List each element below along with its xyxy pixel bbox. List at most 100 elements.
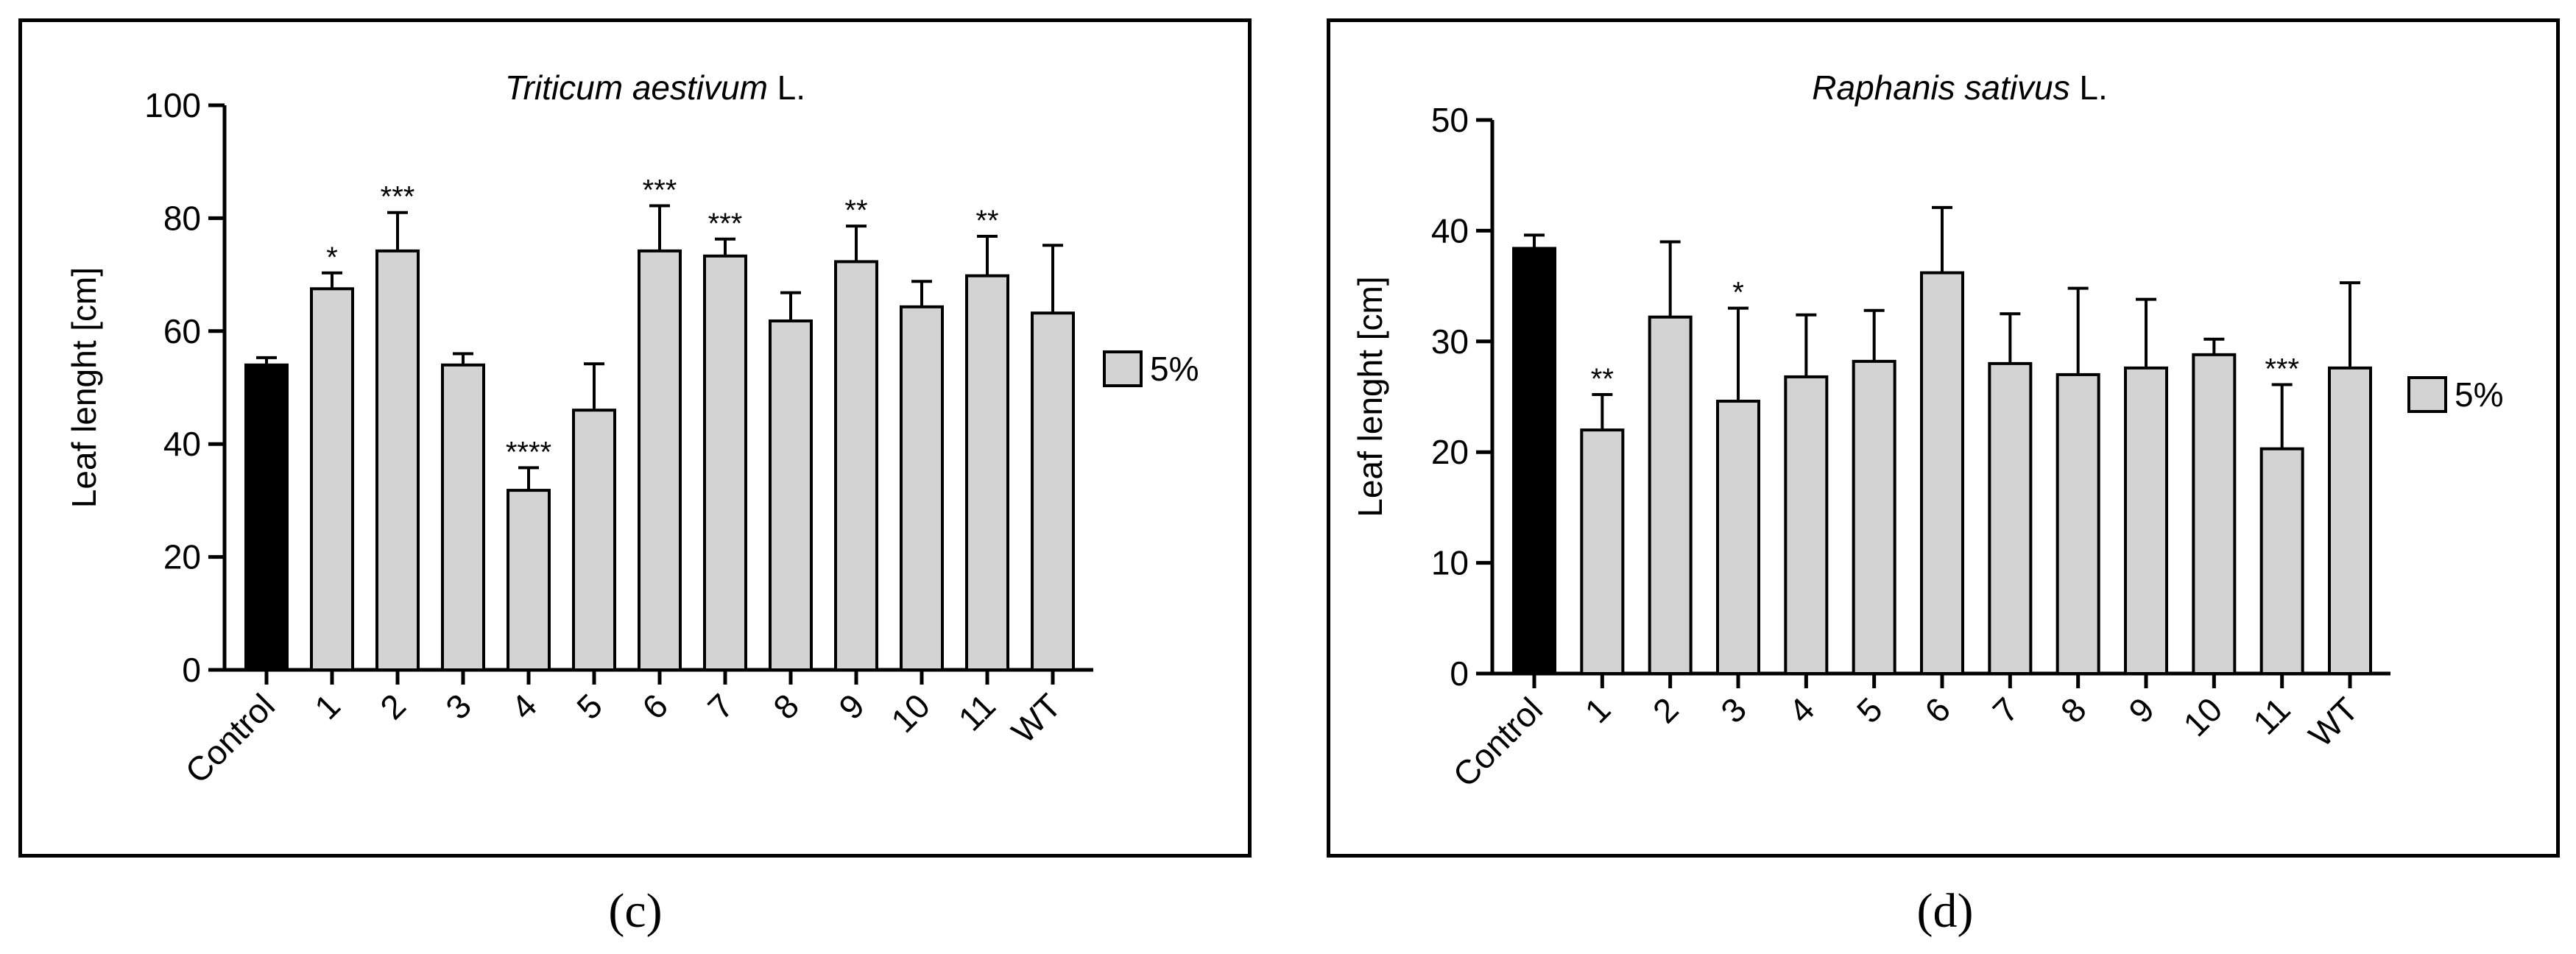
- bar: [2192, 353, 2237, 675]
- x-tick-label: 11: [2245, 690, 2298, 742]
- bar: [703, 254, 747, 671]
- x-tick-label: Control: [1445, 690, 1550, 794]
- x-tick-label: 1: [1578, 690, 1618, 730]
- x-tick-label: 3: [438, 686, 479, 727]
- bar: [1716, 400, 1760, 675]
- panel-label-c: (c): [608, 884, 663, 938]
- x-tick-label: 4: [504, 686, 544, 727]
- chart-title-species: Raphanis sativus: [1812, 68, 2069, 107]
- x-tick-label: WT: [2301, 690, 2365, 754]
- y-tick-label: 30: [1431, 322, 1469, 361]
- bar-group: 1 **: [1578, 363, 1625, 730]
- bar-group: 3*: [1713, 277, 1760, 730]
- chart-title-species: Triticum aestivum: [505, 68, 768, 107]
- bar-group: 2 ***: [373, 181, 420, 727]
- bar-group: 9: [2121, 297, 2168, 730]
- chart-panel-c: Triticum aestivum L. Leaf lenght [cm] 0 20 4…: [18, 18, 1252, 858]
- x-tick-label: 6: [1917, 690, 1958, 730]
- significance-label: ***: [708, 208, 743, 240]
- y-tick-label: 0: [1450, 654, 1469, 693]
- bar-group: 6: [1917, 205, 1964, 730]
- bar: [244, 363, 289, 671]
- bar-group: 8: [766, 291, 813, 727]
- x-tick-label: 3: [1713, 690, 1754, 730]
- y-axis-label: Leaf lenght [cm]: [1351, 276, 1389, 517]
- chart-title-suffix: L.: [2070, 68, 2108, 107]
- x-tick-label: 2: [373, 686, 413, 727]
- x-tick-label: 9: [2121, 690, 2162, 730]
- significance-label: **: [975, 205, 998, 237]
- y-tick-label: 20: [163, 538, 201, 576]
- bar-group: 9 **: [831, 194, 878, 727]
- x-tick-label: 7: [700, 686, 741, 727]
- significance-label: ***: [381, 181, 415, 213]
- y-tick-label: 40: [1431, 211, 1469, 250]
- chart-title: Raphanis sativus L.: [1812, 68, 2107, 107]
- bar: [2055, 372, 2100, 675]
- significance-label: **: [844, 194, 867, 227]
- y-axis-label: Leaf lenght [cm]: [65, 267, 103, 508]
- significance-label: *: [326, 241, 338, 274]
- significance-label: ***: [643, 174, 677, 207]
- bar: [507, 489, 551, 671]
- bar: [1988, 361, 2033, 675]
- bar-group: Control: [1445, 233, 1556, 794]
- bar-group: 10: [883, 280, 944, 740]
- bar: [375, 249, 420, 671]
- bar-group: 8: [2053, 286, 2100, 730]
- y-tick-label: 50: [1431, 101, 1469, 139]
- chart-title: Triticum aestivum L.: [505, 68, 805, 107]
- y-tick-label: 0: [182, 651, 201, 689]
- x-tick-label: 2: [1645, 690, 1686, 730]
- bar: [2124, 366, 2168, 675]
- bar: [1852, 359, 1896, 675]
- bar: [1920, 271, 1964, 675]
- bar-group: 4 ****: [504, 436, 551, 727]
- bar-group: 3: [438, 352, 485, 727]
- bar: [1648, 315, 1693, 675]
- bar-group: 7: [1986, 312, 2033, 730]
- x-tick-label: WT: [1004, 686, 1068, 750]
- x-tick-label: 10: [2176, 690, 2229, 743]
- x-tick-label: 1: [307, 686, 347, 727]
- x-tick-label: 8: [2053, 690, 2094, 730]
- bar-group: 11 **: [951, 205, 1009, 738]
- chart-panel-d: Raphanis sativus L. Leaf lenght [cm] 0 10 20…: [1327, 18, 2560, 858]
- x-tick-label: Control: [177, 686, 282, 791]
- bar: [834, 260, 878, 672]
- x-tick-label: 8: [766, 686, 806, 727]
- chart-title-suffix: L.: [768, 68, 805, 107]
- bar: [310, 287, 354, 671]
- bar: [1784, 375, 1829, 675]
- x-tick-label: 7: [1986, 690, 2026, 730]
- significance-label: ****: [506, 436, 551, 468]
- bar-group: 2: [1645, 240, 1693, 730]
- bar: [2259, 447, 2304, 675]
- bar-group: 5: [569, 362, 616, 727]
- significance-label: ***: [2265, 353, 2299, 385]
- bar-group: 1*: [307, 241, 354, 727]
- bar: [2328, 366, 2372, 675]
- x-tick-label: 4: [1782, 690, 1822, 730]
- bar: [769, 319, 813, 671]
- y-tick-label: 100: [144, 86, 201, 124]
- y-tick-label: 60: [163, 312, 201, 350]
- bar-group: 7 ***: [700, 208, 747, 727]
- bar: [1580, 428, 1625, 675]
- bar-chart-d: Raphanis sativus L. Leaf lenght [cm] 0 10 20…: [1351, 68, 2503, 794]
- legend-swatch: [1103, 350, 1143, 387]
- bar-group: WT: [2301, 281, 2372, 755]
- x-tick-label: 10: [883, 686, 937, 740]
- significance-label: *: [1732, 277, 1744, 309]
- legend-label: 5%: [2455, 375, 2503, 414]
- bar: [1031, 311, 1075, 671]
- bar-group: 5: [1849, 308, 1896, 730]
- panel-label-d: (d): [1916, 884, 1974, 938]
- legend-label: 5%: [1150, 350, 1199, 388]
- bar-group: 4: [1782, 313, 1829, 730]
- y-tick-label: 40: [163, 425, 201, 463]
- y-tick-label: 10: [1431, 544, 1469, 582]
- y-tick-label: 20: [1431, 433, 1469, 471]
- legend-swatch: [2407, 376, 2447, 413]
- bar-group: WT: [1004, 244, 1075, 751]
